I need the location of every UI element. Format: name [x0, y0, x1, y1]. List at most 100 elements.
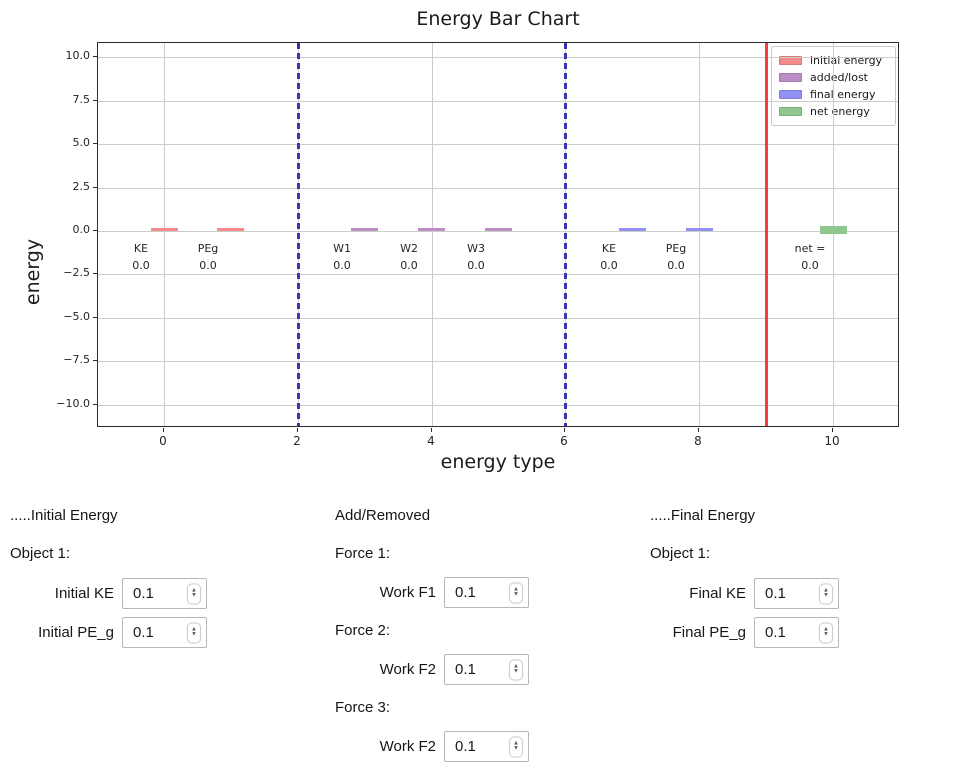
final-object-label: Object 1:: [650, 545, 711, 562]
bar-value: 0.0: [400, 259, 418, 272]
energy-bar: [820, 226, 847, 234]
y-axis-label: energy: [22, 238, 44, 306]
x-axis-label: energy type: [440, 451, 556, 473]
legend-swatch: [779, 56, 802, 65]
legend-swatch: [779, 73, 802, 82]
plot-area: initial energy added/lost final energy net …: [97, 42, 899, 427]
work-f3-stepper[interactable]: ▲ ▼: [509, 736, 523, 757]
energy-bar: [686, 228, 713, 231]
gridline-horizontal: [98, 405, 898, 406]
initial-peg-stepper[interactable]: ▲ ▼: [187, 622, 201, 643]
gridline-horizontal: [98, 318, 898, 319]
bar-name: W1: [333, 242, 351, 255]
bar-value: 0.0: [199, 259, 217, 272]
y-tick-label: 0.0: [72, 223, 91, 236]
bar-name: net =: [794, 242, 826, 255]
bar-label: net = 0.0: [770, 240, 850, 274]
y-tick-label: −10.0: [56, 397, 90, 410]
energy-bar: [217, 228, 244, 231]
bar-name: KE: [133, 242, 149, 255]
final-peg-label: Final PE_g: [672, 624, 746, 641]
x-tick-label: 10: [824, 434, 840, 448]
initial-ke-row: Initial KE ▲▼: [8, 578, 207, 609]
legend-label: initial energy: [810, 54, 883, 67]
bar-name: W3: [467, 242, 485, 255]
work-f1-row: Work F1 ▲▼: [343, 577, 529, 608]
chart-title: Energy Bar Chart: [416, 8, 580, 30]
legend-item: final energy: [779, 86, 888, 103]
bar-value: 0.0: [667, 259, 685, 272]
force1-label: Force 1:: [335, 545, 391, 562]
y-axis-tick: [93, 100, 97, 101]
initial-object-label: Object 1:: [10, 545, 71, 562]
work-f2-stepper[interactable]: ▲ ▼: [509, 659, 523, 680]
bar-name: KE: [601, 242, 617, 255]
add-removed-section-header: Add/Removed: [335, 507, 431, 524]
bar-value: 0.0: [132, 259, 150, 272]
y-tick-label: 5.0: [72, 136, 91, 149]
y-axis-tick: [93, 360, 97, 361]
x-axis-tick: [832, 428, 833, 432]
final-energy-section-header: .....Final Energy: [650, 507, 756, 524]
x-tick-label: 0: [159, 434, 167, 448]
gridline-vertical: [432, 43, 433, 426]
work-f1-label: Work F1: [379, 584, 436, 601]
initial-ke-label: Initial KE: [54, 585, 114, 602]
work-f1-stepper[interactable]: ▲ ▼: [509, 582, 523, 603]
gridline-vertical: [164, 43, 165, 426]
bar-label: PEg 0.0: [636, 240, 716, 274]
legend-label: net energy: [810, 105, 870, 118]
energy-bar-chart-figure: Energy Bar Chart energy energy type init…: [22, 8, 899, 473]
y-tick-label: −7.5: [63, 353, 90, 366]
section-divider-line-dashed: [564, 43, 567, 426]
legend-swatch: [779, 90, 802, 99]
x-axis-tick: [698, 428, 699, 432]
final-peg-stepper[interactable]: ▲ ▼: [819, 622, 833, 643]
legend-item: added/lost: [779, 69, 888, 86]
y-tick-label: 7.5: [72, 93, 91, 106]
x-axis-tick: [297, 428, 298, 432]
gridline-horizontal: [98, 274, 898, 275]
gridline-horizontal: [98, 188, 898, 189]
energy-bar: [151, 228, 178, 231]
y-tick-label: 10.0: [65, 49, 91, 62]
legend-swatch: [779, 107, 802, 116]
y-tick-label: 2.5: [72, 180, 91, 193]
initial-ke-stepper[interactable]: ▲ ▼: [187, 583, 201, 604]
gridline-horizontal: [98, 231, 898, 232]
work-f3-row: Work F2 ▲▼: [343, 731, 529, 762]
x-tick-label: 8: [694, 434, 702, 448]
force3-label: Force 3:: [335, 699, 391, 716]
initial-peg-label: Initial PE_g: [38, 624, 114, 641]
x-tick-label: 2: [293, 434, 301, 448]
gridline-vertical: [833, 43, 834, 426]
energy-bar: [351, 228, 378, 231]
x-axis-tick: [431, 428, 432, 432]
legend-item: net energy: [779, 103, 888, 120]
x-axis-tick: [163, 428, 164, 432]
x-tick-label: 4: [427, 434, 435, 448]
y-axis-tick: [93, 230, 97, 231]
final-ke-row: Final KE ▲▼: [650, 578, 839, 609]
initial-energy-section-header: .....Initial Energy: [10, 507, 118, 524]
bar-value: 0.0: [333, 259, 351, 272]
y-axis-tick: [93, 187, 97, 188]
final-peg-row: Final PE_g ▲▼: [650, 617, 839, 648]
bar-label: W1 0.0: [302, 240, 382, 274]
bar-label: KE 0.0: [101, 240, 181, 274]
bar-label: KE 0.0: [569, 240, 649, 274]
gridline-horizontal: [98, 101, 898, 102]
gridline-horizontal: [98, 144, 898, 145]
bar-name: W2: [400, 242, 418, 255]
bar-value: 0.0: [467, 259, 485, 272]
y-axis-tick: [93, 317, 97, 318]
force2-label: Force 2:: [335, 622, 391, 639]
y-tick-label: −5.0: [63, 310, 90, 323]
bar-value: 0.0: [801, 259, 819, 272]
section-divider-line-dashed: [297, 43, 300, 426]
legend-label: added/lost: [810, 71, 868, 84]
work-f2-label: Work F2: [379, 661, 436, 678]
final-ke-stepper[interactable]: ▲ ▼: [819, 583, 833, 604]
gridline-vertical: [699, 43, 700, 426]
y-axis-tick: [93, 143, 97, 144]
